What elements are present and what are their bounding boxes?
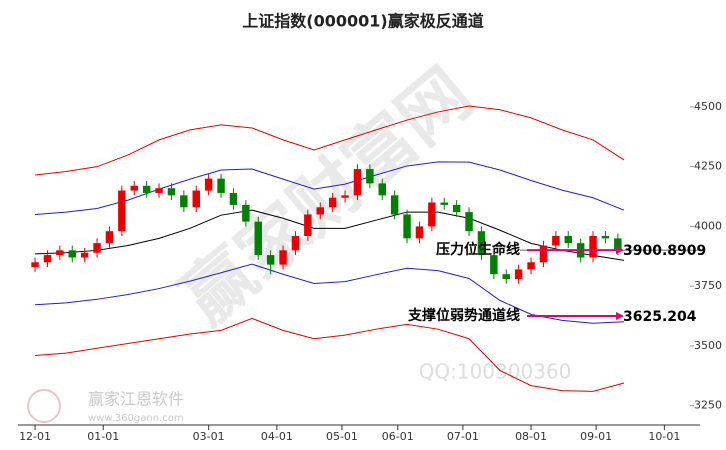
watermark: www.360gann.com (88, 413, 184, 424)
channel-line (35, 317, 625, 392)
candle-body (204, 178, 213, 191)
candle-body (93, 243, 101, 253)
candle-body (452, 204, 461, 213)
candle-body (440, 202, 448, 205)
x-tick-label: 01-01 (87, 430, 119, 443)
chart-title: 上证指数(000001)赢家极反通道 (242, 12, 483, 31)
watermark: QQ:100300360 (419, 360, 572, 384)
candle-body (514, 269, 523, 279)
candle-body (601, 235, 610, 239)
candle-body (68, 250, 76, 258)
candle-body (564, 235, 572, 244)
candle-body (217, 178, 225, 193)
candle-body (366, 169, 374, 184)
watermark: 赢家江恩软件 (88, 390, 184, 409)
candle-body (31, 262, 39, 268)
x-tick-label: 07-01 (447, 430, 479, 443)
x-tick-label: 10-01 (648, 430, 680, 443)
annotation-label: 支撑位弱势通道线 (407, 307, 520, 324)
watermark: 赢家财富网 (166, 52, 487, 340)
arrow-head (616, 311, 624, 320)
candle-body (229, 192, 238, 205)
candle-body (167, 188, 176, 196)
candle-body (118, 190, 126, 232)
candle-body (279, 250, 287, 265)
candle-body (390, 195, 399, 215)
candle-body (477, 231, 486, 256)
candle-body (130, 185, 138, 191)
x-tick-label: 12-01 (19, 430, 51, 443)
candle-body (527, 262, 535, 270)
y-tick-label: 3500 (694, 339, 722, 352)
candle-body (415, 226, 424, 239)
candle-body (43, 255, 52, 263)
candle-body (242, 204, 250, 222)
logo (27, 389, 61, 423)
candle-body (180, 195, 188, 208)
channel-line (35, 209, 625, 261)
candle-body (328, 197, 337, 208)
channel-line (35, 161, 625, 215)
x-tick-label: 08-01 (515, 430, 547, 443)
annotation-value: 3625.204 (623, 309, 697, 325)
x-tick-label: 09-01 (580, 430, 612, 443)
x-tick-label: 04-01 (261, 430, 293, 443)
y-tick-label: 3750 (694, 279, 722, 292)
candle-body (353, 169, 362, 196)
candle-body (539, 245, 548, 263)
x-tick-label: 06-01 (382, 430, 414, 443)
candle-body (192, 190, 200, 208)
candle-body (56, 250, 64, 256)
candle-body (155, 188, 163, 193)
candle-body (614, 238, 622, 251)
candle-body (502, 274, 510, 279)
candle-body (304, 214, 312, 236)
annotation-label: 压力位生命线 (436, 241, 520, 258)
y-tick-label: 3250 (694, 399, 722, 412)
channel-line (35, 263, 625, 324)
candle-body (490, 255, 498, 275)
y-tick-label: 4000 (694, 219, 722, 232)
candle-body (80, 252, 89, 258)
channel-line (34, 105, 625, 176)
candle-body (428, 202, 436, 227)
candle-body (589, 235, 597, 258)
candle-body (552, 235, 560, 246)
y-tick-label: 4250 (694, 160, 722, 173)
candle-body (105, 231, 114, 244)
arrow-head (616, 246, 624, 255)
candle-body (403, 214, 411, 239)
candle-body (266, 255, 275, 265)
candle-body (465, 212, 473, 232)
candle-body (341, 195, 349, 198)
candle-body (316, 207, 324, 215)
candle-body (378, 183, 386, 196)
candle-body (254, 221, 262, 256)
x-tick-label: 05-01 (326, 430, 358, 443)
candle-body (142, 185, 151, 193)
x-tick-label: 03-01 (193, 430, 225, 443)
candle-body (291, 235, 300, 251)
y-tick-label: 4500 (694, 100, 722, 113)
annotation-value: 3900.8909 (623, 243, 706, 259)
